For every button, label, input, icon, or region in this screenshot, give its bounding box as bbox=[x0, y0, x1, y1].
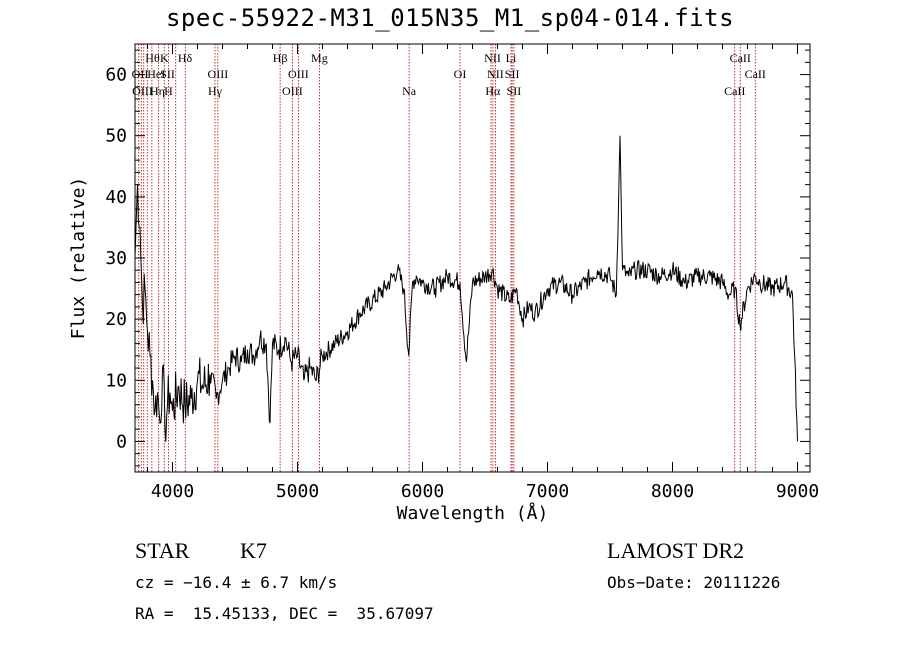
spectral-line-label: OIII bbox=[208, 67, 229, 81]
y-tick-label: 60 bbox=[105, 65, 127, 86]
object-class: STAR bbox=[135, 538, 190, 563]
x-tick-label: 4000 bbox=[151, 481, 194, 502]
spectral-line-label: Li bbox=[506, 51, 517, 65]
spectral-line-label: K bbox=[160, 51, 169, 65]
spectral-line-label: H bbox=[164, 84, 173, 98]
spectral-line-label: Hθ bbox=[145, 51, 160, 65]
spectral-line-label: SII bbox=[505, 67, 520, 81]
spectral-line-label: OII bbox=[132, 67, 149, 81]
spectrum-series-line bbox=[134, 135, 798, 442]
chart-title: spec-55922-M31_015N35_M1_sp04-014.fits bbox=[165, 4, 735, 32]
y-tick-label: 40 bbox=[105, 187, 127, 208]
spectral-line-label: HeI bbox=[147, 67, 165, 81]
spectral-line-label: OIII bbox=[288, 67, 309, 81]
y-tick-label: 50 bbox=[105, 126, 127, 147]
spectral-line-label: Hβ bbox=[273, 51, 288, 65]
y-tick-label: 20 bbox=[105, 309, 127, 330]
spectral-line-label: Hγ bbox=[208, 84, 223, 98]
x-tick-label: 8000 bbox=[651, 481, 694, 502]
spectral-line-label: NII bbox=[484, 51, 501, 65]
x-tick-label: 6000 bbox=[401, 481, 444, 502]
redshift-text: cz = −16.4 ± 6.7 km/s bbox=[135, 573, 338, 592]
spectral-line-label: Hη bbox=[150, 84, 165, 98]
spectral-line-label: SII bbox=[507, 84, 522, 98]
spectral-line-label: CaII bbox=[724, 84, 745, 98]
y-tick-label: 0 bbox=[116, 431, 127, 452]
spectral-line-label: Hα bbox=[485, 84, 501, 98]
x-axis-label: Wavelength (Å) bbox=[397, 502, 549, 524]
survey-name: LAMOST DR2 bbox=[607, 538, 745, 563]
y-tick-label: 10 bbox=[105, 370, 127, 391]
object-subclass: K7 bbox=[240, 538, 267, 563]
spectral-line-label: OI bbox=[454, 67, 467, 81]
spectral-line-label: Na bbox=[402, 84, 417, 98]
x-tick-label: 9000 bbox=[776, 481, 819, 502]
coordinates-text: RA = 15.45133, DEC = 35.67097 bbox=[135, 604, 434, 623]
spectral-line-label: OIII bbox=[282, 84, 303, 98]
plot-frame bbox=[134, 43, 811, 473]
spectral-line-label: NII bbox=[487, 67, 504, 81]
spectral-line-label: CaII bbox=[730, 51, 751, 65]
y-tick-label: 30 bbox=[105, 248, 127, 269]
spectral-line-label: CaII bbox=[745, 67, 766, 81]
x-tick-label: 5000 bbox=[276, 481, 319, 502]
x-tick-label: 7000 bbox=[526, 481, 569, 502]
obs-date: Obs−Date: 20111226 bbox=[607, 573, 781, 592]
spectral-line-label: SII bbox=[160, 67, 175, 81]
spectral-line-label: Hδ bbox=[178, 51, 193, 65]
spectral-line-label: OIII bbox=[132, 84, 153, 98]
spectral-line-label: Mg bbox=[311, 51, 328, 65]
y-axis-label: Flux (relative) bbox=[68, 177, 89, 340]
